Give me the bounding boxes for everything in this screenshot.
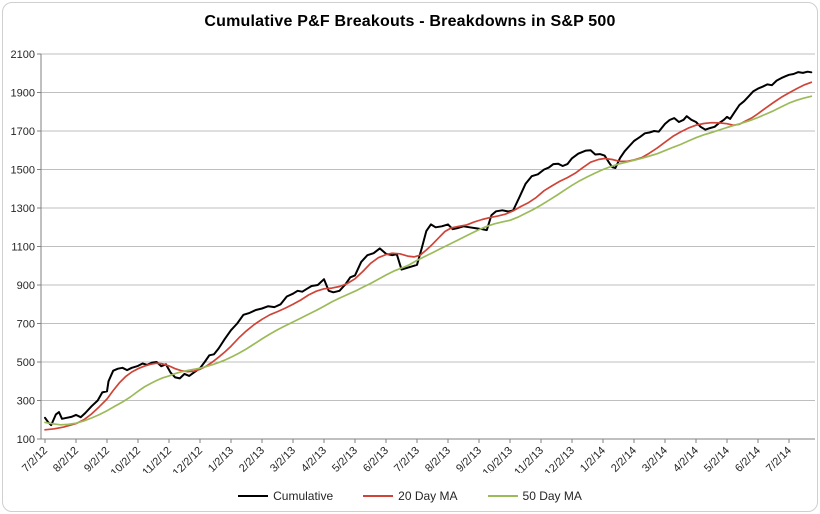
legend-item-50dma: 50 Day MA	[487, 489, 582, 503]
x-tick-label: 8/2/13	[423, 445, 453, 473]
x-tick-label: 5/2/13	[330, 445, 360, 473]
series-line-50-day-ma	[44, 95, 813, 426]
legend-line-20dma-icon	[363, 495, 394, 497]
legend-label-50dma: 50 Day MA	[522, 489, 582, 503]
x-tick-label: 11/2/12	[140, 445, 174, 473]
x-tick-label: 1/2/14	[578, 445, 608, 473]
legend-line-50dma-icon	[487, 495, 518, 497]
x-tick-label: 4/2/14	[671, 445, 701, 473]
x-tick-label: 9/2/13	[454, 445, 484, 473]
x-tick-label: 8/2/12	[51, 445, 81, 473]
x-tick-label: 3/2/13	[268, 445, 298, 473]
legend-item-cumulative: Cumulative	[238, 489, 333, 503]
series-line-20-day-ma	[44, 81, 813, 431]
y-tick-label: 900	[17, 280, 35, 292]
x-tick-label: 6/2/13	[361, 445, 391, 473]
y-tick-label: 1900	[11, 88, 35, 100]
x-tick-label: 7/2/14	[764, 445, 794, 473]
y-tick-label: 500	[17, 357, 35, 369]
x-tick-label: 12/2/13	[543, 445, 577, 473]
y-tick-label: 1500	[11, 165, 35, 177]
chart-title: Cumulative P&F Breakouts - Breakdowns in…	[204, 13, 616, 30]
x-tick-label: 9/2/12	[82, 445, 112, 473]
x-tick-label: 10/2/12	[109, 445, 143, 473]
x-tick-label: 2/2/14	[609, 445, 639, 473]
x-tick-label: 12/2/12	[171, 445, 205, 473]
y-tick-label: 1700	[11, 126, 35, 138]
x-tick-label: 7/2/12	[20, 445, 50, 473]
legend: Cumulative 20 Day MA 50 Day MA	[3, 489, 817, 503]
x-tick-label: 11/2/13	[512, 445, 546, 473]
x-tick-label: 3/2/14	[640, 445, 670, 473]
legend-label-cumulative: Cumulative	[273, 489, 334, 503]
y-tick-label: 100	[17, 434, 35, 446]
x-tick-label: 4/2/13	[299, 445, 329, 473]
y-tick-label: 2100	[11, 49, 35, 61]
legend-item-20dma: 20 Day MA	[363, 489, 458, 503]
x-tick-label: 2/2/13	[237, 445, 267, 473]
plot-area: 100 300 500 700 900 1100 1300 1500 1700 1900 2100 7…	[11, 49, 815, 473]
x-tick-label: 5/2/14	[702, 445, 732, 473]
y-tick-label: 700	[17, 319, 35, 331]
y-tick-label: 300	[17, 396, 35, 408]
y-tick-label: 1100	[11, 242, 35, 254]
x-tick-label: 6/2/14	[733, 445, 763, 473]
y-tick-label: 1300	[11, 203, 35, 215]
legend-label-20dma: 20 Day MA	[398, 489, 458, 503]
x-tick-label: 1/2/13	[206, 445, 236, 473]
x-tick-label: 7/2/13	[392, 445, 422, 473]
x-tick-label: 10/2/13	[481, 445, 515, 473]
legend-line-cumulative-icon	[238, 495, 269, 497]
series-line-cumulative	[44, 70, 813, 427]
